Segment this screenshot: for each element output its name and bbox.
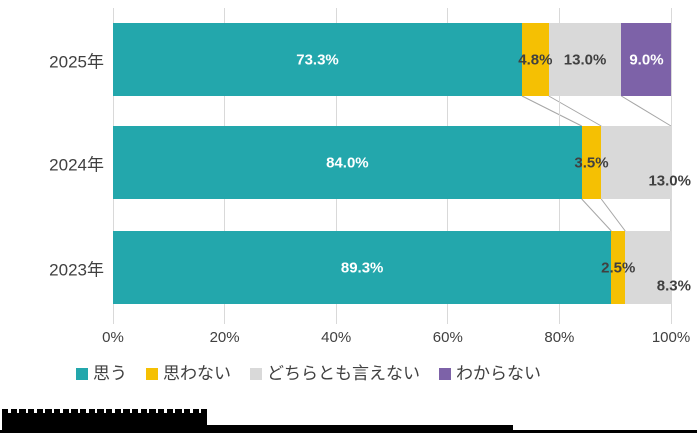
legend-label: 思わない (163, 364, 231, 383)
bar-row (113, 23, 671, 96)
legend-item: 思わない (146, 364, 231, 384)
bar-segment (113, 23, 522, 96)
connector-line (621, 95, 672, 127)
legend-marker-icon (250, 368, 262, 381)
axis-tick-label: 0% (102, 329, 124, 346)
bar-segment (625, 231, 671, 304)
axis-tick-label: 40% (321, 329, 352, 346)
bar-segment (548, 23, 622, 96)
legend-item: 思う (76, 364, 127, 384)
legend-item: どちらとも言えない (250, 364, 420, 384)
bar-row (113, 126, 671, 199)
legend-marker-icon (146, 368, 158, 381)
footnote-underline-band (207, 425, 513, 430)
bar-segment (611, 231, 626, 304)
bar-segment (601, 126, 671, 199)
legend-marker-icon (439, 368, 451, 381)
connector-line (600, 198, 626, 232)
clipped-footnote-text-tops (2, 409, 207, 415)
data-label: 13.0% (563, 51, 607, 68)
data-label: 9.0% (629, 51, 664, 68)
legend-label: わからない (456, 364, 541, 383)
data-label: 8.3% (656, 277, 691, 295)
axis-tick-label: 60% (432, 329, 463, 346)
bar-segment (581, 126, 602, 199)
bar-segment (621, 23, 671, 96)
data-label: 89.3% (340, 259, 384, 276)
axis-tick-label: 20% (209, 329, 240, 346)
data-label: 3.5% (574, 154, 609, 171)
category-label: 2023年 (49, 260, 104, 279)
category-label: 2025年 (49, 52, 104, 71)
bar-segment (113, 231, 612, 304)
bar-segment (113, 126, 582, 199)
clipped-footnote-block (2, 413, 207, 430)
category-label: 2024年 (49, 155, 104, 174)
bottom-rule-line (0, 430, 697, 433)
legend-label: どちらとも言えない (267, 364, 420, 383)
clipped-footnote (0, 409, 700, 440)
legend-marker-icon (76, 368, 88, 381)
data-label: 4.8% (518, 51, 553, 68)
bar-segment (522, 23, 549, 96)
data-label: 2.5% (601, 259, 636, 276)
connector-line (581, 198, 612, 232)
axis-tick-label: 100% (651, 329, 691, 346)
data-label: 84.0% (326, 154, 369, 171)
connector-line (548, 95, 602, 127)
chart-legend: 思う 思わない どちらとも言えない わからない (76, 364, 541, 384)
axis-tick-label: 80% (544, 329, 575, 346)
legend-label: 思う (93, 364, 127, 383)
connector-line (521, 95, 582, 127)
gridline (670, 8, 672, 324)
data-label: 13.0% (648, 172, 691, 190)
data-label: 73.3% (296, 51, 339, 68)
bar-row (113, 231, 671, 304)
legend-item: わからない (439, 364, 541, 384)
